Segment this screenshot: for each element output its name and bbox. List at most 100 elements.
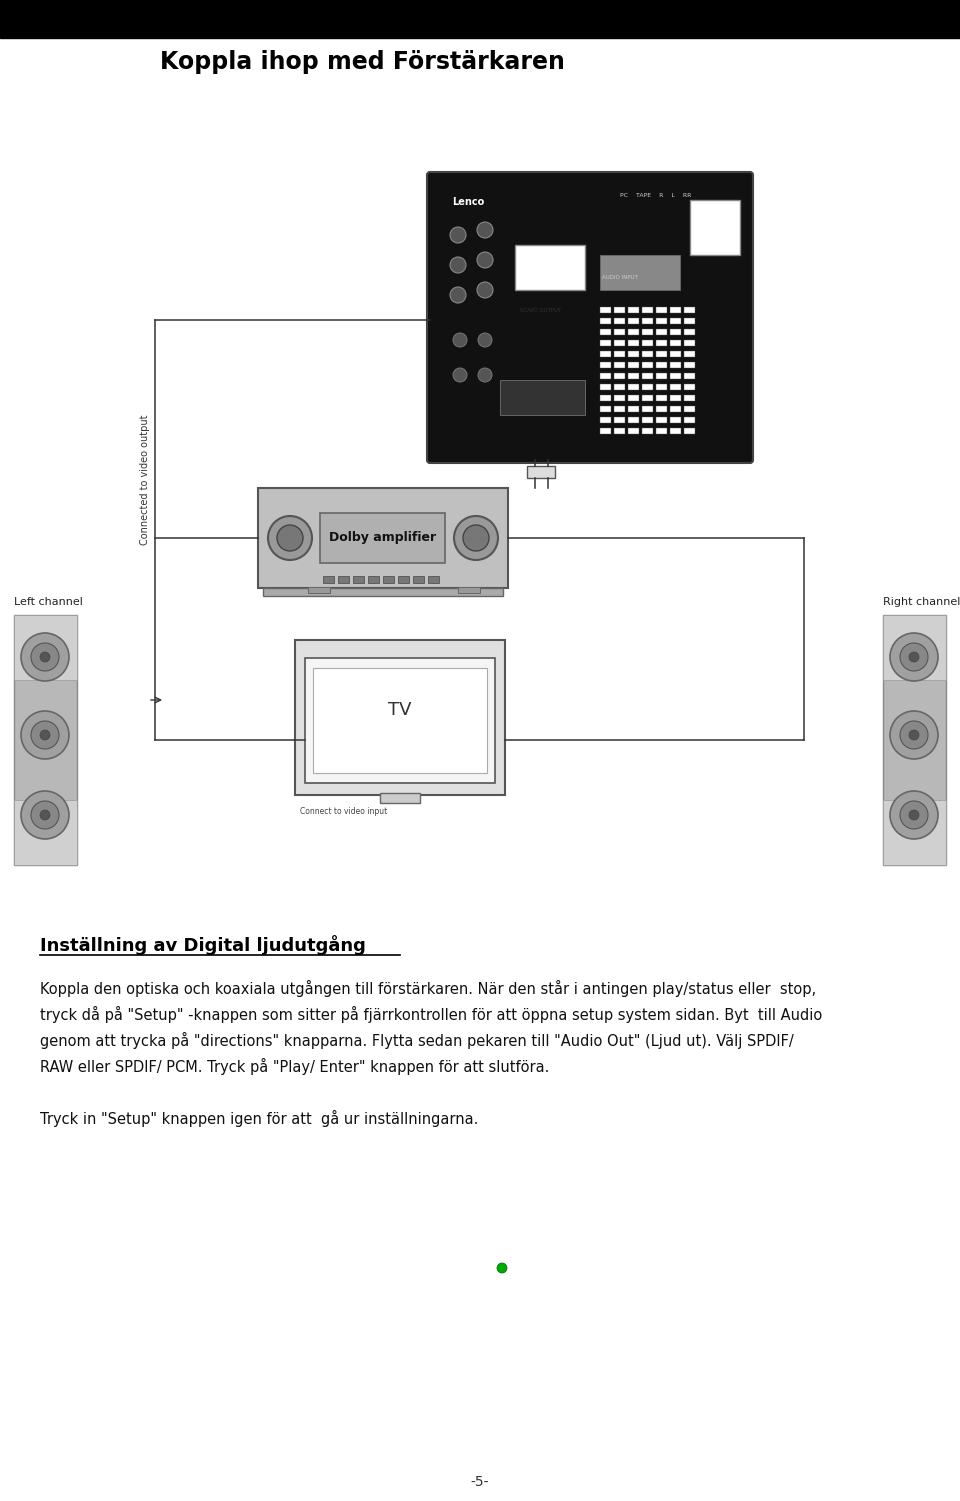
Bar [614,329,625,335]
Circle shape [453,368,467,381]
Bar [614,351,625,357]
Bar [628,341,639,347]
Bar [628,428,639,434]
Bar [458,587,480,593]
Bar [670,417,681,423]
Bar [628,395,639,401]
Text: Connect to video input: Connect to video input [300,808,387,817]
Circle shape [900,720,928,749]
Text: PC    TAPE    R    L    RR: PC TAPE R L RR [620,194,691,198]
Bar [684,417,695,423]
Bar [338,576,349,582]
Bar [353,576,364,582]
Bar [515,245,585,290]
FancyBboxPatch shape [427,173,753,462]
Bar [527,465,555,477]
Circle shape [909,651,919,662]
Bar [642,395,653,401]
Bar [684,362,695,368]
Bar [656,308,667,314]
Bar [383,576,394,582]
Bar [258,488,508,588]
Circle shape [450,257,466,273]
Bar [656,362,667,368]
Bar [614,405,625,411]
Text: SCART OUTPUT: SCART OUTPUT [520,308,562,312]
Circle shape [31,642,59,671]
Circle shape [900,642,928,671]
Text: Dolby amplifier: Dolby amplifier [329,531,437,545]
Bar [600,255,680,290]
Bar [14,615,77,680]
Bar [413,576,424,582]
Text: Koppla den optiska och koaxiala utgången till förstärkaren. När den står i antin: Koppla den optiska och koaxiala utgången… [40,980,816,997]
Bar [883,615,946,865]
Bar [642,417,653,423]
Circle shape [40,811,50,820]
Bar [670,395,681,401]
Bar [684,395,695,401]
Bar [628,405,639,411]
Bar [642,428,653,434]
Circle shape [478,333,492,347]
Bar [656,428,667,434]
Bar [656,417,667,423]
Bar [320,513,445,563]
Circle shape [450,227,466,243]
Circle shape [21,711,69,760]
Bar [500,380,585,414]
Bar [600,405,611,411]
Bar [684,428,695,434]
Text: -5-: -5- [470,1475,490,1489]
Bar [614,374,625,378]
Bar [656,395,667,401]
Bar [642,341,653,347]
Circle shape [21,791,69,839]
Bar [684,384,695,390]
Circle shape [40,651,50,662]
Bar [684,329,695,335]
Bar [628,351,639,357]
Bar [656,384,667,390]
Bar [656,329,667,335]
Bar [14,800,77,865]
Text: TV: TV [388,701,412,719]
Circle shape [909,729,919,740]
Bar [656,374,667,378]
Bar [295,639,505,796]
Text: Tryck in "Setup" knappen igen för att  gå ur inställningarna.: Tryck in "Setup" knappen igen för att gå… [40,1111,478,1127]
Bar [600,428,611,434]
Bar [642,329,653,335]
Bar [323,576,334,582]
Bar [883,615,946,680]
Bar [656,351,667,357]
Circle shape [277,525,303,551]
Bar [656,405,667,411]
Bar [614,318,625,324]
Bar [628,384,639,390]
Bar [883,800,946,865]
Bar [642,318,653,324]
Circle shape [890,711,938,760]
Text: RAW eller SPDIF/ PCM. Tryck på "Play/ Enter" knappen för att slutföra.: RAW eller SPDIF/ PCM. Tryck på "Play/ En… [40,1058,549,1075]
Bar [600,329,611,335]
Circle shape [477,252,493,269]
Bar [642,308,653,314]
Bar [684,308,695,314]
Bar [628,329,639,335]
Bar [670,341,681,347]
Circle shape [478,368,492,381]
Circle shape [463,525,489,551]
Bar [642,384,653,390]
Circle shape [900,802,928,829]
Circle shape [450,287,466,303]
Circle shape [31,802,59,829]
Bar [600,384,611,390]
Text: Left channel: Left channel [14,597,83,606]
Circle shape [477,282,493,299]
Circle shape [909,811,919,820]
Bar [656,318,667,324]
Bar [628,308,639,314]
Text: Inställning av Digital ljudutgång: Inställning av Digital ljudutgång [40,935,366,955]
Bar [684,341,695,347]
